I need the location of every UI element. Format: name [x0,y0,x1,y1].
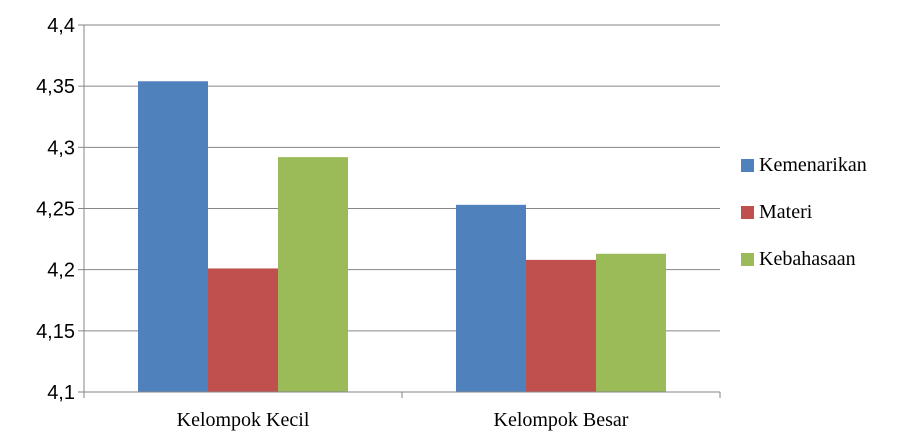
bar-kemenarikan-2 [456,204,526,392]
bar-materi-2 [526,259,596,392]
bar-materi-1 [208,268,278,392]
bar-kebahasaan-2 [596,253,666,392]
axes [83,25,720,393]
y-tick-label: 4,25 [36,199,75,221]
legend-swatch [741,159,754,172]
y-tick-label: 4,35 [36,76,75,98]
legend-label: Materi [759,201,813,223]
bar-kebahasaan-1 [278,157,348,392]
y-tick-label: 4,3 [47,137,75,159]
legend-swatch [741,253,754,266]
y-tick-labels: 4,1 4,15 4,2 4,25 4,3 4,35 4,4 [36,15,75,404]
y-tick-label: 4,2 [47,260,75,282]
legend-swatch [741,206,754,219]
legend-label: Kebahasaan [759,248,856,270]
x-category-label: Kelompok Kecil [177,409,310,431]
bar-kemenarikan-1 [138,81,208,393]
y-tick-label: 4,15 [36,321,75,343]
legend-label: Kemenarikan [759,154,867,176]
x-category-label: Kelompok Besar [494,409,629,431]
y-tick-label: 4,1 [47,382,75,404]
x-category-labels: Kelompok Kecil Kelompok Besar [177,409,629,431]
bars [138,81,666,393]
legend: Kemenarikan Materi Kebahasaan [741,154,867,270]
y-tick-label: 4,4 [47,15,75,37]
